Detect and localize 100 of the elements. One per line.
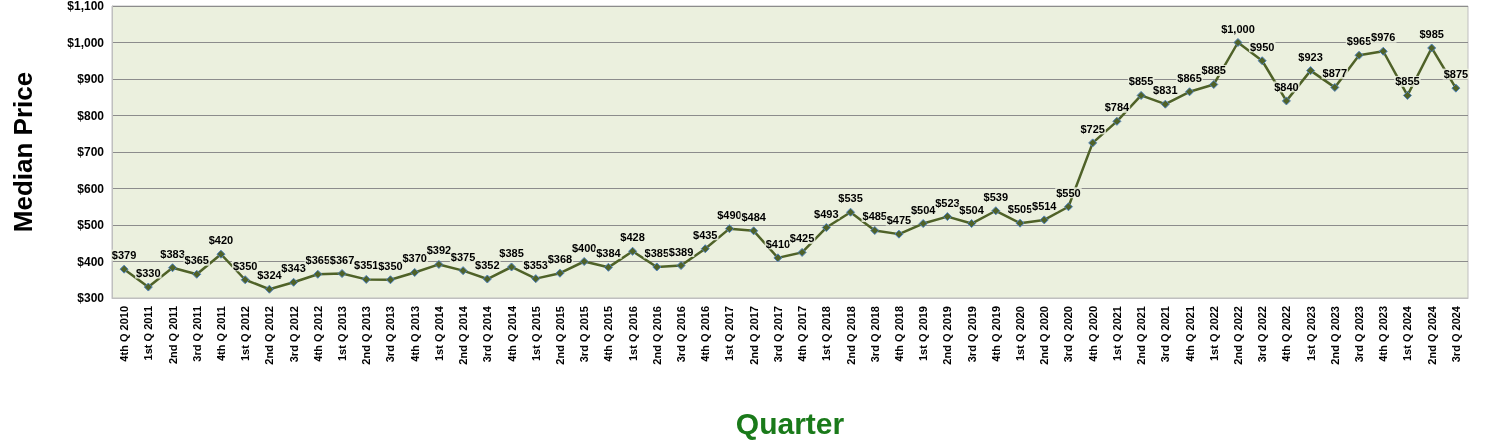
- x-tick-label: 4th Q 2022: [1280, 306, 1293, 362]
- data-label: $950: [1249, 40, 1275, 53]
- data-label: $855: [1395, 75, 1420, 88]
- x-tick-label: 1st Q 2020: [1014, 306, 1027, 362]
- y-tick-label: $1,000: [67, 35, 105, 50]
- data-label: $410: [765, 237, 791, 250]
- x-tick-label: 4th Q 2012: [311, 306, 324, 362]
- x-tick-label: 2nd Q 2017: [747, 306, 760, 365]
- x-tick-label: 3rd Q 2020: [1062, 306, 1075, 363]
- y-tick-label: $400: [77, 254, 105, 269]
- x-tick-label: 4th Q 2011: [214, 306, 227, 362]
- data-label: $885: [1201, 64, 1226, 77]
- point: [628, 246, 638, 256]
- point: [1160, 99, 1170, 109]
- data-label: $435: [693, 228, 718, 241]
- point: [821, 223, 831, 233]
- data-label: $535: [838, 192, 863, 205]
- x-tick-label: 4th Q 2019: [989, 306, 1002, 362]
- x-tick-label: 1st Q 2013: [336, 306, 349, 362]
- point: [773, 253, 783, 263]
- x-tick-label: 1st Q 2019: [917, 306, 930, 362]
- x-tick-label: 3rd Q 2011: [190, 306, 203, 362]
- x-tick-label: 2nd Q 2023: [1328, 306, 1341, 365]
- point: [797, 247, 807, 257]
- x-tick-label: 2nd Q 2016: [650, 306, 663, 365]
- point: [289, 277, 299, 287]
- x-tick-label: 4th Q 2015: [602, 306, 615, 362]
- data-label: $353: [523, 258, 548, 271]
- x-tick-label: 1st Q 2024: [1401, 305, 1414, 362]
- point: [1039, 215, 1049, 225]
- data-label: $379: [111, 249, 137, 262]
- y-tick-label: $700: [77, 145, 105, 159]
- data-label: $504: [910, 203, 937, 216]
- x-tick-label: 2nd Q 2019: [941, 306, 954, 365]
- point: [1136, 90, 1146, 100]
- point: [1257, 56, 1267, 66]
- x-tick-label: 1st Q 2015: [529, 306, 542, 362]
- x-tick-label: 3rd Q 2018: [868, 306, 881, 363]
- x-tick-label: 1st Q 2022: [1207, 306, 1220, 362]
- point: [361, 274, 371, 284]
- point: [652, 262, 662, 272]
- data-label: $490: [717, 208, 742, 221]
- x-tick-label: 4th Q 2013: [408, 306, 421, 362]
- x-tick-label: 3rd Q 2014: [481, 305, 494, 363]
- x-tick-label: 3rd Q 2016: [675, 306, 688, 363]
- data-label: $392: [426, 244, 452, 257]
- data-label: $514: [1032, 199, 1058, 212]
- y-tick-label: $800: [77, 108, 105, 123]
- point: [555, 268, 565, 278]
- data-label: $343: [281, 262, 306, 275]
- data-label: $725: [1080, 122, 1105, 135]
- point: [1354, 50, 1364, 60]
- data-label: $365: [184, 254, 209, 267]
- data-label: $475: [886, 214, 912, 227]
- x-tick-label: 1st Q 2016: [626, 306, 639, 362]
- x-tick-label: 2nd Q 2013: [360, 306, 373, 365]
- point: [749, 226, 759, 236]
- data-label: $420: [208, 234, 234, 247]
- data-label: $985: [1419, 27, 1444, 40]
- x-tick-label: 3rd Q 2021: [1159, 306, 1172, 363]
- x-tick-label: 4th Q 2020: [1086, 306, 1099, 362]
- point: [918, 219, 928, 229]
- data-label: $831: [1153, 84, 1178, 97]
- x-tick-label: 1st Q 2017: [723, 306, 736, 362]
- x-tick-label: 4th Q 2021: [1183, 306, 1196, 362]
- point: [458, 266, 468, 276]
- point: [1330, 82, 1340, 92]
- point: [385, 275, 395, 285]
- point: [264, 284, 274, 294]
- data-label: $368: [547, 253, 573, 266]
- point: [1378, 46, 1388, 56]
- x-tick-label: 1st Q 2023: [1304, 306, 1317, 362]
- x-tick-label: 4th Q 2023: [1377, 306, 1390, 362]
- point: [507, 262, 517, 272]
- data-label: $425: [789, 232, 815, 245]
- data-label: $375: [450, 250, 476, 263]
- data-label: $365: [305, 254, 331, 267]
- point: [724, 224, 734, 234]
- y-axis-title: Median Price: [8, 71, 38, 233]
- x-tick-label: 2nd Q 2022: [1231, 306, 1244, 365]
- point: [192, 269, 202, 279]
- y-tick-label: $500: [77, 218, 105, 232]
- point: [894, 229, 904, 239]
- data-label: $965: [1346, 35, 1372, 48]
- x-tick-label: 2nd Q 2011: [166, 306, 179, 365]
- x-tick-label: 2nd Q 2021: [1135, 306, 1148, 365]
- data-label: $389: [668, 245, 694, 258]
- point: [240, 275, 250, 285]
- data-label: $505: [1007, 203, 1033, 216]
- point: [700, 244, 710, 254]
- x-tick-label: 2nd Q 2018: [844, 306, 857, 365]
- point: [143, 282, 153, 292]
- data-label: $385: [499, 246, 524, 259]
- data-label: $976: [1371, 31, 1396, 44]
- x-tick-label: 1st Q 2014: [432, 305, 445, 362]
- x-tick-label: 3rd Q 2012: [287, 306, 300, 363]
- x-tick-label: 3rd Q 2019: [965, 306, 978, 363]
- x-axis-title: Quarter: [735, 406, 845, 440]
- data-label: $550: [1056, 186, 1081, 199]
- point: [216, 249, 226, 259]
